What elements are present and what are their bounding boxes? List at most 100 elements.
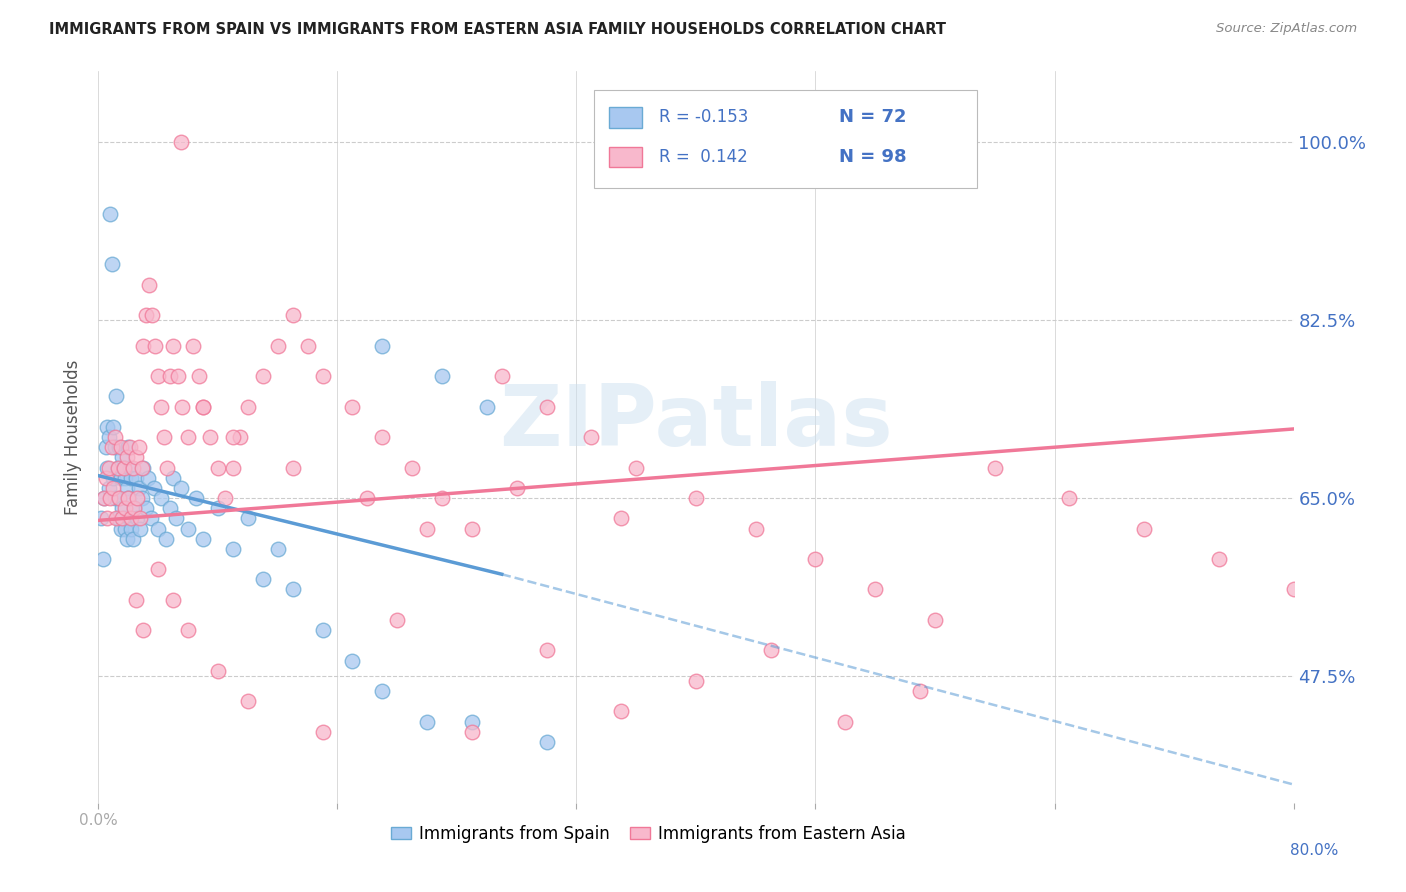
Text: N = 72: N = 72 xyxy=(839,109,907,127)
Point xyxy=(112,460,135,475)
Point xyxy=(117,491,139,505)
Point xyxy=(416,521,439,535)
Point xyxy=(112,460,135,475)
Point xyxy=(105,511,128,525)
Point xyxy=(96,511,118,525)
Point xyxy=(169,481,191,495)
Point xyxy=(128,481,150,495)
Point xyxy=(908,684,931,698)
Point xyxy=(105,389,128,403)
Text: Source: ZipAtlas.com: Source: ZipAtlas.com xyxy=(1216,22,1357,36)
Point xyxy=(166,369,188,384)
Point xyxy=(236,511,259,525)
Point xyxy=(267,338,290,352)
Point xyxy=(110,440,132,454)
Point xyxy=(98,206,122,220)
Point xyxy=(139,511,162,525)
Point xyxy=(127,491,149,505)
Point xyxy=(207,460,229,475)
Point xyxy=(177,521,200,535)
Point xyxy=(108,491,131,505)
Point xyxy=(111,511,134,525)
Point xyxy=(117,491,139,505)
Text: N = 98: N = 98 xyxy=(839,148,907,166)
Point xyxy=(110,471,132,485)
Point xyxy=(125,471,148,485)
Point xyxy=(461,714,484,729)
Y-axis label: Family Households: Family Households xyxy=(65,359,83,515)
Point xyxy=(135,501,157,516)
Point xyxy=(104,491,127,505)
Point xyxy=(236,694,259,708)
Point xyxy=(581,430,603,444)
Point xyxy=(150,400,173,414)
FancyBboxPatch shape xyxy=(595,90,977,188)
Point xyxy=(115,481,138,495)
Point xyxy=(132,338,155,352)
Point xyxy=(311,623,333,637)
Point xyxy=(281,582,304,597)
Point xyxy=(159,369,181,384)
Point xyxy=(311,724,333,739)
Point xyxy=(461,521,484,535)
Point xyxy=(297,338,319,352)
Point xyxy=(356,491,378,505)
Point xyxy=(97,481,120,495)
Point xyxy=(191,400,214,414)
Bar xyxy=(609,146,643,167)
Point xyxy=(924,613,946,627)
Point xyxy=(94,471,117,485)
Point xyxy=(143,338,166,352)
Point xyxy=(311,369,333,384)
Point xyxy=(371,684,394,698)
Point xyxy=(430,369,453,384)
Point xyxy=(127,511,149,525)
Point xyxy=(114,501,136,516)
Point xyxy=(120,521,142,535)
Point xyxy=(177,623,200,637)
Point xyxy=(207,501,229,516)
Point xyxy=(110,521,132,535)
Point xyxy=(162,592,184,607)
Point xyxy=(107,460,129,475)
Point xyxy=(118,460,141,475)
Point xyxy=(610,705,633,719)
Point xyxy=(191,400,214,414)
Point xyxy=(153,430,176,444)
Point xyxy=(129,521,152,535)
Point xyxy=(135,308,157,322)
Point xyxy=(103,481,125,495)
Point xyxy=(536,735,558,749)
Point xyxy=(165,511,187,525)
Point xyxy=(91,552,114,566)
Point xyxy=(96,420,118,434)
Point xyxy=(125,592,148,607)
Point xyxy=(125,450,148,465)
Point xyxy=(104,430,127,444)
Point xyxy=(172,400,194,414)
Point xyxy=(107,511,129,525)
Point xyxy=(103,471,125,485)
Point xyxy=(129,511,152,525)
Point xyxy=(184,491,207,505)
Point xyxy=(138,277,160,292)
Point xyxy=(371,338,394,352)
Point xyxy=(1059,491,1081,505)
Point xyxy=(121,532,143,546)
Point xyxy=(118,511,141,525)
Point xyxy=(342,400,364,414)
Point xyxy=(97,460,120,475)
Point xyxy=(475,400,498,414)
Point xyxy=(150,491,173,505)
Point xyxy=(281,460,304,475)
Point xyxy=(156,460,179,475)
Point xyxy=(865,582,887,597)
Point xyxy=(111,501,134,516)
Legend: Immigrants from Spain, Immigrants from Eastern Asia: Immigrants from Spain, Immigrants from E… xyxy=(384,818,912,849)
Point xyxy=(112,511,135,525)
Point xyxy=(97,430,120,444)
Point xyxy=(162,338,184,352)
Point xyxy=(491,369,513,384)
Point xyxy=(107,460,129,475)
Point xyxy=(114,471,136,485)
